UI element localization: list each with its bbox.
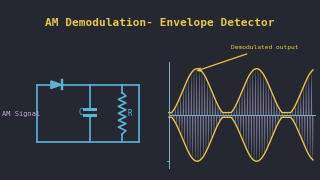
Text: AM Demodulation- Envelope Detector: AM Demodulation- Envelope Detector (45, 18, 275, 28)
Polygon shape (51, 81, 62, 89)
Text: Demodulated output: Demodulated output (198, 45, 299, 71)
Text: AM Signal: AM Signal (2, 111, 40, 117)
Text: C: C (79, 108, 84, 117)
Text: R: R (127, 109, 132, 118)
